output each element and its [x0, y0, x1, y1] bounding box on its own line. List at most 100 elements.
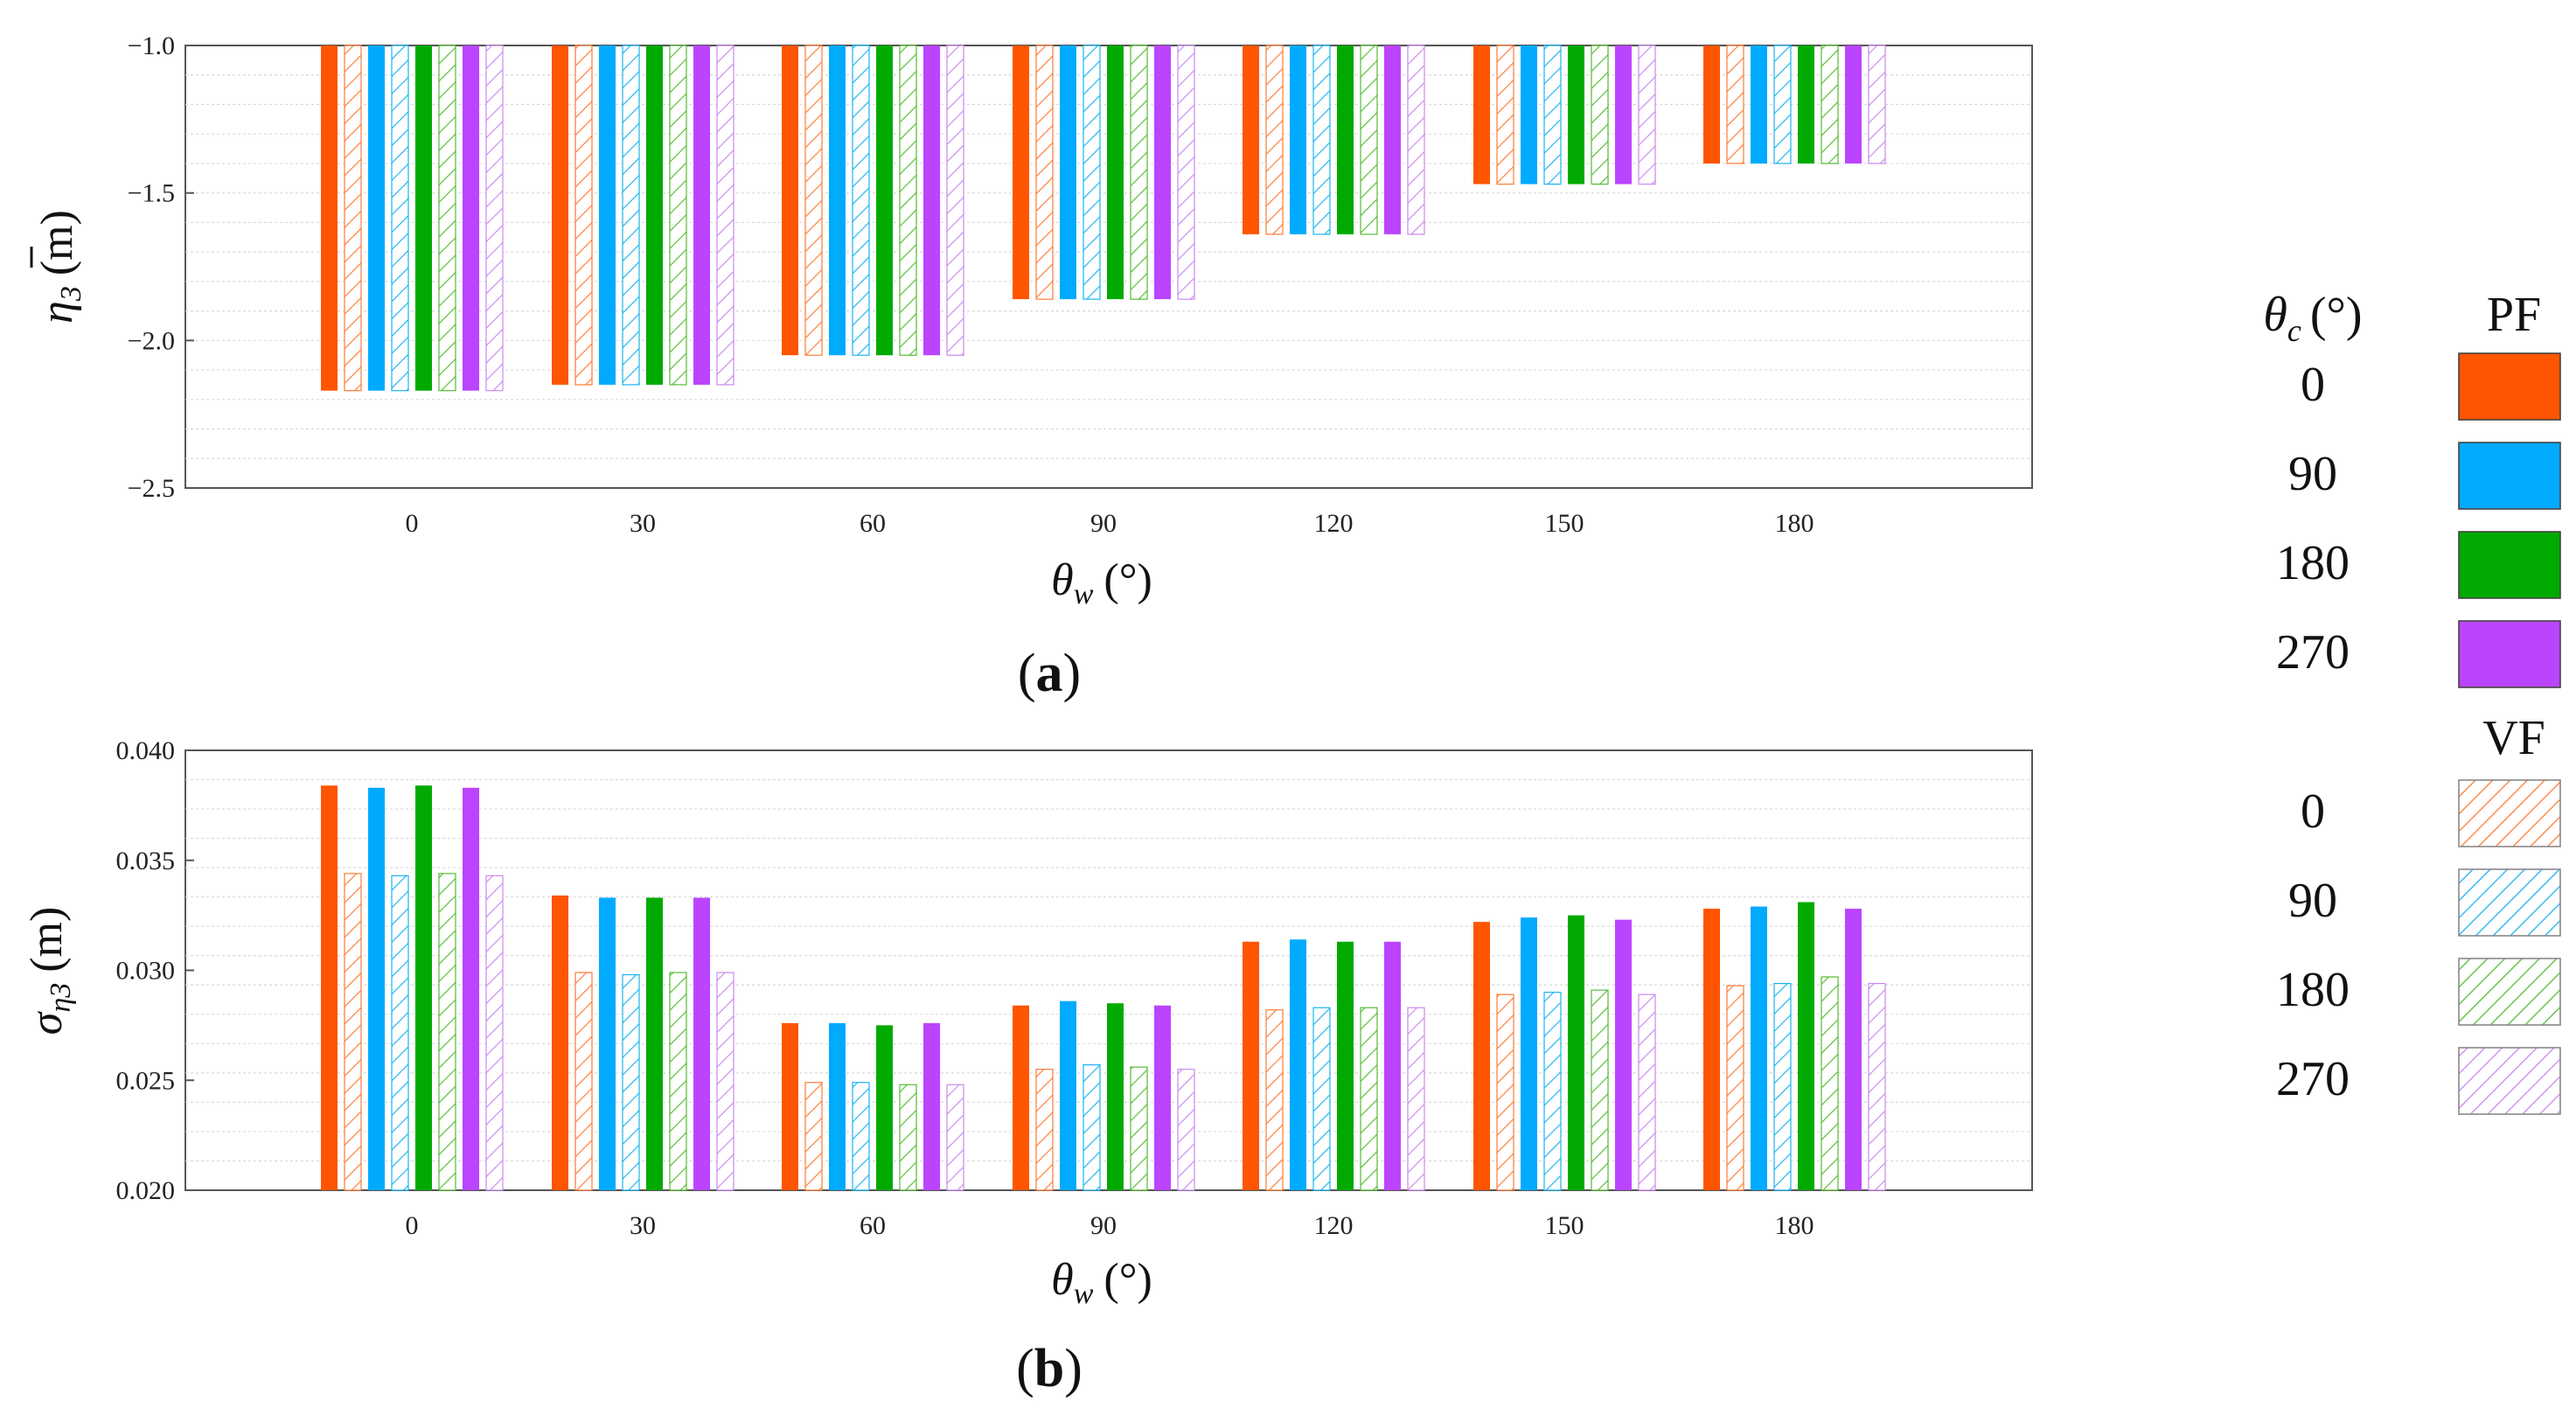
bar-pf-0: [1703, 45, 1720, 164]
bar-vf-0: [1265, 45, 1284, 235]
legend-pf-label-180: 180: [2276, 536, 2350, 590]
bar-vf-180: [1821, 976, 1839, 1191]
bar-vf-0: [1496, 45, 1514, 185]
legend-pf-label-0: 0: [2301, 358, 2325, 412]
bar-pf-180: [1107, 1003, 1124, 1190]
x-tick-label: 90: [1090, 509, 1117, 538]
bar-vf-180: [669, 972, 687, 1191]
legend-pf-heading: PF: [2487, 288, 2541, 342]
bar-vf-0: [1726, 45, 1744, 164]
y-tick-label: −1.0: [128, 31, 175, 60]
bar-vf-90: [852, 1082, 870, 1191]
bar-vf-0: [804, 45, 823, 356]
x-tick-label: 30: [630, 1211, 656, 1240]
bar-pf-90: [1290, 939, 1306, 1190]
bar-pf-90: [368, 787, 385, 1190]
legend-pf-swatch-180: [2458, 531, 2561, 599]
bar-vf-270: [1177, 1069, 1195, 1191]
bar-pf-270: [1615, 919, 1632, 1190]
x-tick-label: 180: [1775, 1211, 1814, 1240]
legend-items: 0 90 180 270 0 90 180 270: [2276, 352, 2561, 1115]
x-tick-label: 0: [406, 509, 419, 538]
bar-vf-270: [946, 1084, 964, 1191]
legend: θc (°) PF VF 0 90 180 270 0 90 180 270: [2263, 288, 2561, 1115]
legend-vf-label-0: 0: [2301, 784, 2325, 839]
legend-pf-label-90: 90: [2288, 447, 2337, 501]
bar-pf-270: [463, 787, 479, 1190]
bar-pf-0: [1243, 45, 1259, 234]
bar-pf-0: [1473, 922, 1490, 1190]
bar-pf-180: [415, 785, 432, 1190]
bar-vf-270: [1638, 993, 1656, 1191]
bar-pf-90: [599, 897, 616, 1190]
bar-pf-90: [1521, 917, 1537, 1190]
bar-vf-270: [485, 875, 504, 1191]
y-tick-label: −1.5: [128, 179, 175, 208]
bar-vf-0: [574, 45, 593, 386]
bar-vf-90: [1543, 45, 1562, 185]
bar-vf-90: [622, 45, 640, 386]
legend-pf-swatch-0: [2458, 352, 2561, 421]
bar-pf-0: [782, 1022, 798, 1190]
bar-pf-90: [368, 45, 385, 391]
bar-pf-270: [1615, 45, 1632, 185]
x-ticks-a: 0 30 60 90 120 150 180: [406, 509, 1814, 538]
x-ticks-b: 0 30 60 90 120 150 180: [406, 1211, 1814, 1240]
x-tick-label: 30: [630, 509, 656, 538]
bar-vf-270: [1868, 45, 1886, 164]
bar-vf-0: [344, 45, 362, 392]
bar-vf-270: [1407, 1007, 1425, 1191]
bar-pf-0: [782, 45, 798, 356]
y-tick-label: 0.030: [116, 957, 176, 986]
y-ticks-b: 0.040 0.035 0.030 0.025 0.020: [116, 736, 194, 1205]
y-tick-label: 0.040: [116, 736, 176, 765]
legend-vf-label-180: 180: [2276, 963, 2350, 1017]
bars-a: [321, 45, 1886, 392]
bar-vf-270: [1638, 45, 1656, 185]
bar-vf-90: [1083, 45, 1101, 300]
bar-vf-0: [1265, 1009, 1284, 1191]
bar-pf-270: [1154, 45, 1171, 300]
legend-title: θc (°): [2263, 288, 2362, 348]
chart-b: 0.040 0.035 0.030 0.025 0.020 0 30 60 90 120 150 1…: [22, 736, 2033, 1398]
bar-vf-180: [899, 45, 917, 356]
bar-vf-270: [485, 45, 504, 392]
bar-vf-180: [669, 45, 687, 386]
bar-pf-180: [1568, 915, 1584, 1190]
bar-vf-90: [622, 973, 640, 1191]
y-tick-label: −2.0: [128, 326, 175, 355]
bar-pf-270: [923, 45, 940, 356]
bar-vf-0: [804, 1082, 823, 1191]
bar-pf-270: [1384, 45, 1401, 234]
bar-pf-270: [693, 45, 710, 385]
bar-pf-90: [829, 45, 846, 356]
bar-vf-90: [1773, 45, 1792, 164]
legend-vf-label-270: 270: [2276, 1052, 2350, 1106]
bar-pf-180: [1798, 902, 1814, 1190]
bar-pf-180: [415, 45, 432, 391]
chart-a: −1.0−1.5−2.0−2.5 0 30 60 90 120 150 180 η3(m) …: [30, 31, 2033, 703]
bar-pf-180: [646, 897, 663, 1190]
bar-vf-180: [1360, 1007, 1378, 1191]
bar-vf-0: [574, 972, 593, 1191]
x-tick-label: 0: [406, 1211, 419, 1240]
bar-vf-90: [1312, 1007, 1331, 1191]
bar-pf-270: [1845, 909, 1862, 1190]
bar-pf-270: [693, 897, 710, 1190]
y-tick-label: 0.035: [116, 847, 176, 875]
bar-pf-270: [1845, 45, 1862, 164]
bar-pf-0: [321, 45, 338, 391]
bar-pf-180: [1337, 941, 1354, 1190]
legend-vf-swatch-270: [2458, 1047, 2561, 1115]
legend-vf-label-90: 90: [2288, 874, 2337, 928]
x-tick-label: 150: [1545, 509, 1584, 538]
bar-pf-0: [1013, 1005, 1029, 1190]
bar-vf-180: [1821, 45, 1839, 164]
bar-vf-270: [1177, 45, 1195, 300]
bar-vf-90: [1543, 992, 1562, 1191]
bar-vf-0: [1035, 45, 1054, 300]
bar-pf-180: [1798, 45, 1814, 164]
x-tick-label: 90: [1090, 1211, 1117, 1240]
y-tick-label: −2.5: [128, 474, 175, 503]
